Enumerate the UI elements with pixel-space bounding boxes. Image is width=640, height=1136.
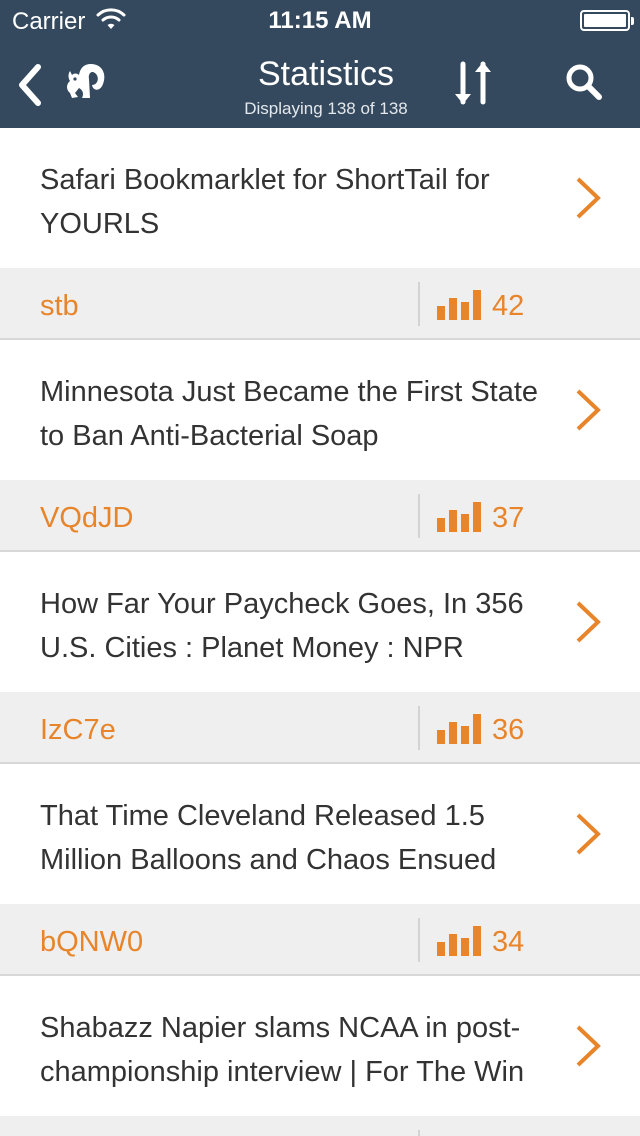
short-code: bQNW0: [40, 926, 144, 958]
search-icon[interactable]: [562, 60, 606, 104]
link-meta: stb 42: [0, 268, 640, 340]
divider: [418, 494, 420, 538]
status-bar: Carrier 11:15 AM: [0, 0, 640, 40]
divider: [418, 706, 420, 750]
click-count: 42: [492, 290, 525, 322]
link-row[interactable]: Minnesota Just Became the First State to…: [0, 340, 640, 480]
bar-chart-icon: [437, 926, 481, 956]
chevron-right-icon: [576, 813, 601, 855]
chevron-left-icon: [19, 64, 41, 106]
battery-icon: [580, 10, 634, 31]
wifi-icon: [96, 8, 126, 29]
chevron-right-icon: [576, 177, 601, 219]
click-count: 37: [492, 502, 525, 534]
bar-chart-icon: [437, 714, 481, 744]
link-title: Shabazz Napier slams NCAA in post-champi…: [40, 1012, 525, 1088]
link-title: Minnesota Just Became the First State to…: [40, 376, 539, 452]
bar-chart-icon: [437, 502, 481, 532]
divider: [418, 282, 420, 326]
short-code: IzC7e: [40, 714, 116, 746]
list-item: How Far Your Paycheck Goes, In 356 U.S. …: [0, 552, 640, 764]
list-item: Shabazz Napier slams NCAA in post-champi…: [0, 976, 640, 1136]
list-item: That Time Cleveland Released 1.5 Million…: [0, 764, 640, 976]
back-button[interactable]: [10, 60, 50, 110]
link-list: Safari Bookmarklet for ShortTail for YOU…: [0, 128, 640, 1136]
carrier-label: Carrier: [12, 8, 86, 35]
link-title: Safari Bookmarklet for ShortTail for YOU…: [40, 164, 490, 240]
short-code: stb: [40, 290, 79, 322]
bar-chart-icon: [437, 290, 481, 320]
page-title: Statistics: [257, 55, 395, 93]
chevron-right-icon: [576, 389, 601, 431]
link-row[interactable]: Shabazz Napier slams NCAA in post-champi…: [0, 976, 640, 1116]
link-row[interactable]: How Far Your Paycheck Goes, In 356 U.S. …: [0, 552, 640, 692]
link-row[interactable]: Safari Bookmarklet for ShortTail for YOU…: [0, 128, 640, 268]
chevron-right-icon: [576, 1025, 601, 1067]
clock: 11:15 AM: [268, 7, 372, 34]
click-count: 34: [492, 926, 525, 958]
squirrel-icon: [67, 64, 105, 98]
page-subtitle: Displaying 138 of 138: [244, 99, 408, 118]
link-meta: bQNW0 34: [0, 904, 640, 976]
link-title: That Time Cleveland Released 1.5 Million…: [40, 800, 497, 876]
navigation-header: Carrier 11:15 AM Statistics Displaying 1…: [0, 0, 640, 128]
short-code: VQdJD: [40, 502, 134, 534]
link-meta: [0, 1116, 640, 1136]
link-row[interactable]: That Time Cleveland Released 1.5 Million…: [0, 764, 640, 904]
sort-arrows-icon[interactable]: [451, 58, 497, 108]
click-count: 36: [492, 714, 525, 746]
list-item: Minnesota Just Became the First State to…: [0, 340, 640, 552]
list-item: Safari Bookmarklet for ShortTail for YOU…: [0, 128, 640, 340]
divider: [418, 1130, 420, 1136]
divider: [418, 918, 420, 962]
link-meta: VQdJD 37: [0, 480, 640, 552]
link-meta: IzC7e 36: [0, 692, 640, 764]
link-title: How Far Your Paycheck Goes, In 356 U.S. …: [40, 588, 524, 664]
chevron-right-icon: [576, 601, 601, 643]
